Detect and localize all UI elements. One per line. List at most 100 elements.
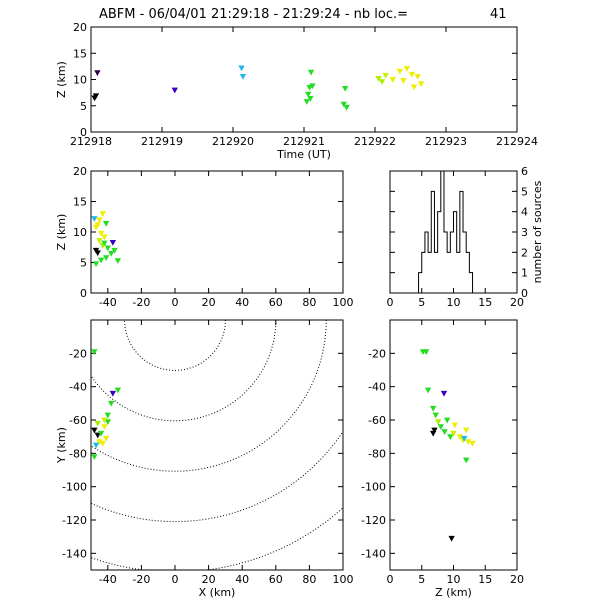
x-tick-label: 0 — [387, 573, 394, 586]
data-point — [389, 77, 396, 83]
histogram-bar — [434, 252, 437, 293]
y-tick-label: 15 — [73, 196, 87, 209]
y-tick-label: 1 — [521, 267, 528, 280]
data-point — [101, 424, 108, 430]
x-tick-label: -20 — [132, 573, 150, 586]
data-point — [238, 65, 245, 72]
histogram-bar — [447, 252, 450, 293]
y-tick-label: 0 — [80, 126, 87, 139]
data-point — [343, 104, 350, 111]
x-tick-label: 5 — [418, 573, 425, 586]
data-point — [451, 422, 458, 429]
x-tick-label: 40 — [235, 296, 249, 309]
y-tick-label: 20 — [73, 21, 87, 34]
data-point — [101, 417, 108, 424]
data-point — [410, 84, 418, 91]
y-tick-label: 5 — [80, 257, 87, 270]
figure-title: ABFM - 06/04/01 21:29:18 - 21:29:24 - nb… — [99, 7, 408, 22]
data-point — [94, 70, 101, 76]
data-point — [307, 96, 314, 102]
data-point — [435, 419, 442, 425]
y-tick-label: -60 — [368, 414, 386, 427]
x-tick-label: 212922 — [354, 135, 396, 148]
data-point — [96, 238, 103, 244]
x-axis-label: X (km) — [199, 586, 236, 599]
data-point — [102, 221, 110, 227]
data-point — [431, 427, 438, 434]
data-point — [114, 387, 122, 394]
data-point — [303, 99, 311, 105]
x-tick-label: -40 — [99, 296, 117, 309]
y-tick-label: 4 — [521, 206, 528, 219]
y-tick-label: 15 — [73, 47, 87, 60]
data-point — [450, 430, 457, 437]
x-tick-label: -40 — [99, 573, 117, 586]
plot-frame — [389, 319, 518, 571]
histogram-steps — [390, 170, 517, 294]
data-point — [423, 349, 430, 355]
x-tick-label: 0 — [172, 573, 179, 586]
y-tick-label: 10 — [73, 74, 87, 87]
data-point — [97, 430, 105, 437]
data-point — [101, 240, 108, 247]
data-point — [104, 419, 111, 425]
data-point — [91, 349, 98, 355]
data-point — [305, 91, 312, 98]
plot-z_vs_time: 212918 212919 212920 212921 212922 212923 2129… — [55, 21, 538, 161]
y-tick-label: -80 — [69, 447, 87, 460]
data-point — [94, 420, 101, 427]
x-tick-label: 212921 — [283, 135, 325, 148]
data-point — [375, 76, 382, 82]
plot-y_vs_x: -40 -20 0 20 40 60 80 100 -140 -120 -100 -80 -60 -40 -… — [55, 319, 354, 599]
histogram-bar — [422, 252, 425, 293]
data-point — [340, 101, 347, 108]
y-tick-label: -100 — [62, 481, 87, 494]
histogram-bar — [419, 273, 422, 293]
y-axis-label: Z (km) — [55, 214, 68, 251]
data-point — [111, 247, 118, 254]
y-tick-label: 20 — [73, 165, 87, 178]
y-tick-label: 5 — [521, 185, 528, 198]
data-point — [430, 430, 437, 437]
data-point — [102, 255, 110, 261]
data-point — [91, 454, 98, 460]
y-tick-label: -40 — [368, 381, 386, 394]
plot-y_vs_z: 0 5 10 15 20 -140 -120 -100 -80 -60 -40 -20 Z (km) — [361, 319, 524, 599]
data-point — [104, 245, 111, 252]
x-tick-label: 10 — [447, 573, 461, 586]
y-tick-label: 2 — [521, 246, 528, 259]
y-tick-label: -120 — [361, 514, 386, 527]
histogram-bar — [431, 191, 434, 293]
y-tick-label: 10 — [73, 226, 87, 239]
plot-frame — [90, 170, 344, 294]
data-point — [382, 72, 389, 79]
histogram-bar — [441, 171, 444, 293]
data-point — [96, 217, 103, 224]
location-count: 41 — [490, 7, 507, 22]
data-point — [461, 435, 468, 442]
x-tick-label: 15 — [478, 573, 492, 586]
y-tick-label: -40 — [69, 381, 87, 394]
data-point — [101, 234, 108, 241]
data-point — [239, 73, 247, 80]
y-tick-label: 0 — [521, 287, 528, 300]
data-point — [97, 230, 105, 237]
data-point — [463, 457, 470, 464]
y-tick-label: 6 — [521, 165, 528, 178]
data-point — [417, 81, 425, 88]
plot-z_vs_x: -40 -20 0 20 40 60 80 100 0 5 10 15 20 Z (km) — [55, 165, 354, 309]
histogram-bar — [460, 191, 463, 293]
histogram-bar — [425, 232, 428, 293]
data-point — [92, 261, 100, 268]
x-tick-label: 100 — [333, 573, 354, 586]
range-ring — [124, 320, 226, 371]
data-point — [96, 439, 103, 445]
x-tick-label: 0 — [172, 296, 179, 309]
y-tick-label: -120 — [62, 514, 87, 527]
range-ring — [91, 320, 327, 472]
data-point — [400, 78, 407, 84]
data-point — [92, 93, 100, 100]
y-tick-label: -80 — [368, 447, 386, 460]
